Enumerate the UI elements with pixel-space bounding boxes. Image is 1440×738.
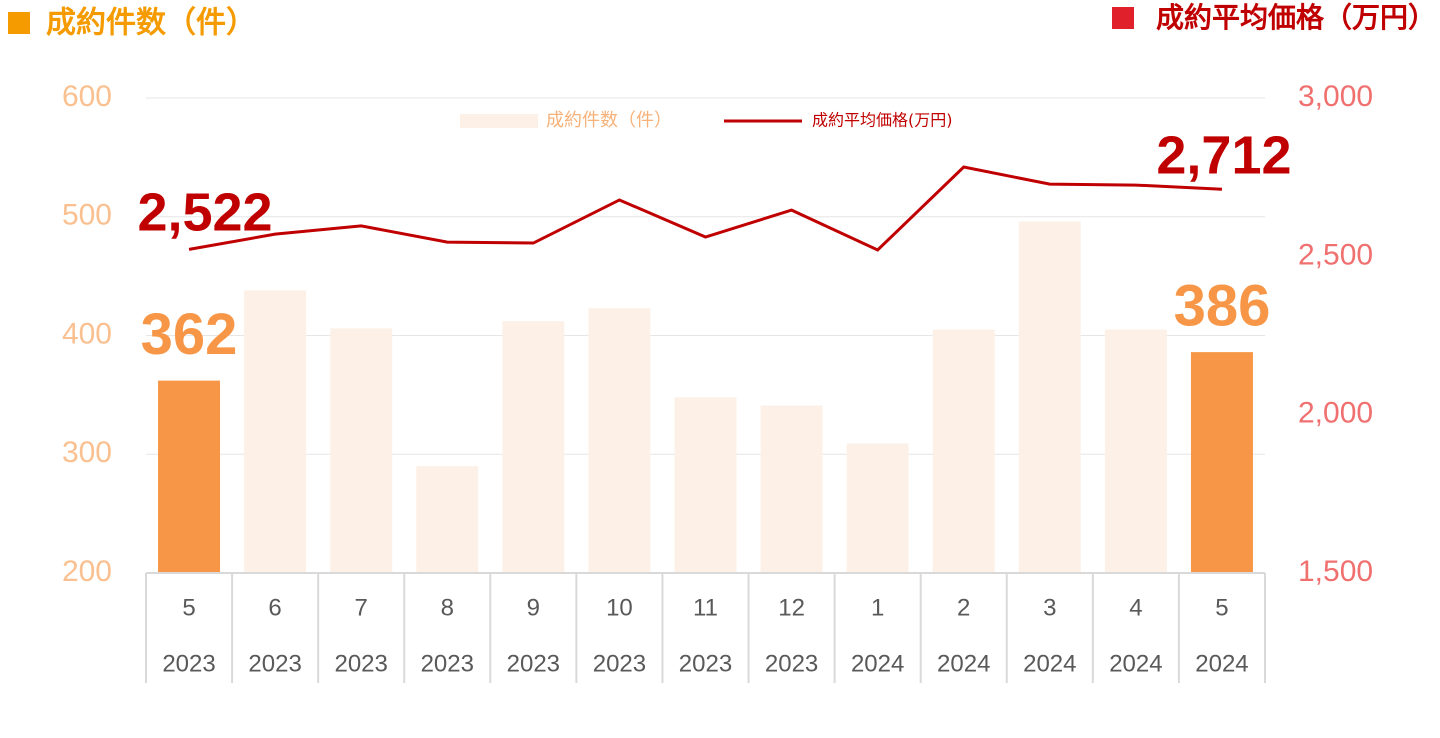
y2-tick-label: 1,500 [1298,555,1373,588]
bar [244,290,307,573]
x-tick-label: 2024 [1195,650,1248,677]
x-tick-label: 2023 [507,650,560,677]
bar [502,321,565,573]
x-tick-label: 2 [957,594,970,621]
y2-tick-label: 3,000 [1298,80,1373,113]
legend-label: 成約平均価格(万円) [812,111,953,130]
y-tick-label: 600 [62,80,112,113]
bar [760,405,823,573]
x-tick-label: 2023 [593,650,646,677]
x-tick-label: 2024 [937,650,990,677]
x-tick-label: 5 [182,594,195,621]
bar [846,443,909,573]
x-tick-label: 4 [1129,594,1142,621]
x-tick-label: 2023 [765,650,818,677]
y-axis-title: 成約件数（件） [46,6,256,41]
x-tick-label: 2024 [851,650,904,677]
x-tick-label: 6 [268,594,281,621]
x-tick-label: 2023 [162,650,215,677]
data-label: 362 [141,302,238,367]
x-tick-label: 12 [778,594,805,621]
bar [1104,329,1167,573]
bar [1018,221,1081,573]
y-tick-label: 500 [62,199,112,232]
x-tick-label: 7 [355,594,368,621]
data-label: 2,522 [137,183,272,243]
legend-square [1112,7,1134,29]
x-tick-label: 11 [693,594,718,621]
x-tick-label: 2024 [1023,650,1076,677]
x-tick-label: 5 [1215,594,1228,621]
line [188,165,1223,252]
bar [330,328,393,573]
x-tick-label: 2023 [334,650,387,677]
y2-axis-title: 成約平均価格（万円） [1156,1,1436,34]
legend-square [8,12,30,34]
x-tick-label: 10 [606,594,633,621]
bar [416,466,479,573]
x-tick-label: 9 [527,594,540,621]
legend-label: 成約件数（件） [546,110,672,131]
x-tick-label: 8 [441,594,454,621]
y2-tick-label: 2,500 [1298,238,1373,271]
y-tick-label: 200 [62,555,112,588]
x-tick-label: 3 [1043,594,1056,621]
bar [1190,352,1253,573]
data-label: 386 [1174,273,1271,338]
bar [158,380,221,573]
x-tick-label: 2023 [248,650,301,677]
x-tick-label: 1 [871,594,884,621]
bar [588,308,651,573]
x-tick-label: 2023 [421,650,474,677]
data-label: 2,712 [1156,125,1291,185]
y2-tick-label: 2,000 [1298,397,1373,430]
x-tick-label: 2024 [1109,650,1162,677]
bar [932,329,995,573]
y-tick-label: 400 [62,317,112,350]
legend-swatch [460,114,538,128]
y-tick-label: 300 [62,436,112,469]
bar [674,397,737,573]
x-tick-label: 2023 [679,650,732,677]
